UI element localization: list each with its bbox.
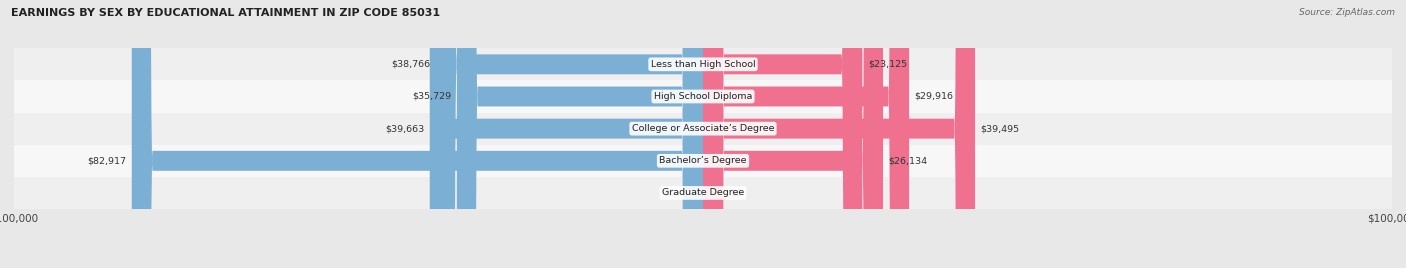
Text: $26,134: $26,134 bbox=[889, 156, 928, 165]
Text: $29,916: $29,916 bbox=[915, 92, 953, 101]
FancyBboxPatch shape bbox=[703, 0, 724, 268]
Text: $38,766: $38,766 bbox=[391, 60, 430, 69]
FancyBboxPatch shape bbox=[703, 0, 862, 268]
Text: $23,125: $23,125 bbox=[868, 60, 907, 69]
FancyBboxPatch shape bbox=[457, 0, 703, 268]
Text: Graduate Degree: Graduate Degree bbox=[662, 188, 744, 198]
Text: Source: ZipAtlas.com: Source: ZipAtlas.com bbox=[1299, 8, 1395, 17]
Text: Bachelor’s Degree: Bachelor’s Degree bbox=[659, 156, 747, 165]
Text: EARNINGS BY SEX BY EDUCATIONAL ATTAINMENT IN ZIP CODE 85031: EARNINGS BY SEX BY EDUCATIONAL ATTAINMEN… bbox=[11, 8, 440, 18]
Text: $39,495: $39,495 bbox=[980, 124, 1019, 133]
FancyBboxPatch shape bbox=[703, 0, 976, 268]
FancyBboxPatch shape bbox=[430, 0, 703, 268]
Text: High School Diploma: High School Diploma bbox=[654, 92, 752, 101]
Bar bbox=[14, 48, 1392, 80]
Text: $39,663: $39,663 bbox=[385, 124, 425, 133]
FancyBboxPatch shape bbox=[703, 0, 883, 268]
FancyBboxPatch shape bbox=[132, 0, 703, 268]
Bar bbox=[14, 113, 1392, 145]
Bar bbox=[14, 80, 1392, 113]
FancyBboxPatch shape bbox=[436, 0, 703, 268]
Bar bbox=[14, 145, 1392, 177]
Text: $0: $0 bbox=[664, 188, 675, 198]
Text: $82,917: $82,917 bbox=[87, 156, 127, 165]
Bar bbox=[14, 177, 1392, 209]
FancyBboxPatch shape bbox=[682, 0, 703, 268]
Text: $35,729: $35,729 bbox=[412, 92, 451, 101]
Text: $0: $0 bbox=[731, 188, 742, 198]
FancyBboxPatch shape bbox=[703, 0, 910, 268]
Text: Less than High School: Less than High School bbox=[651, 60, 755, 69]
Text: College or Associate’s Degree: College or Associate’s Degree bbox=[631, 124, 775, 133]
